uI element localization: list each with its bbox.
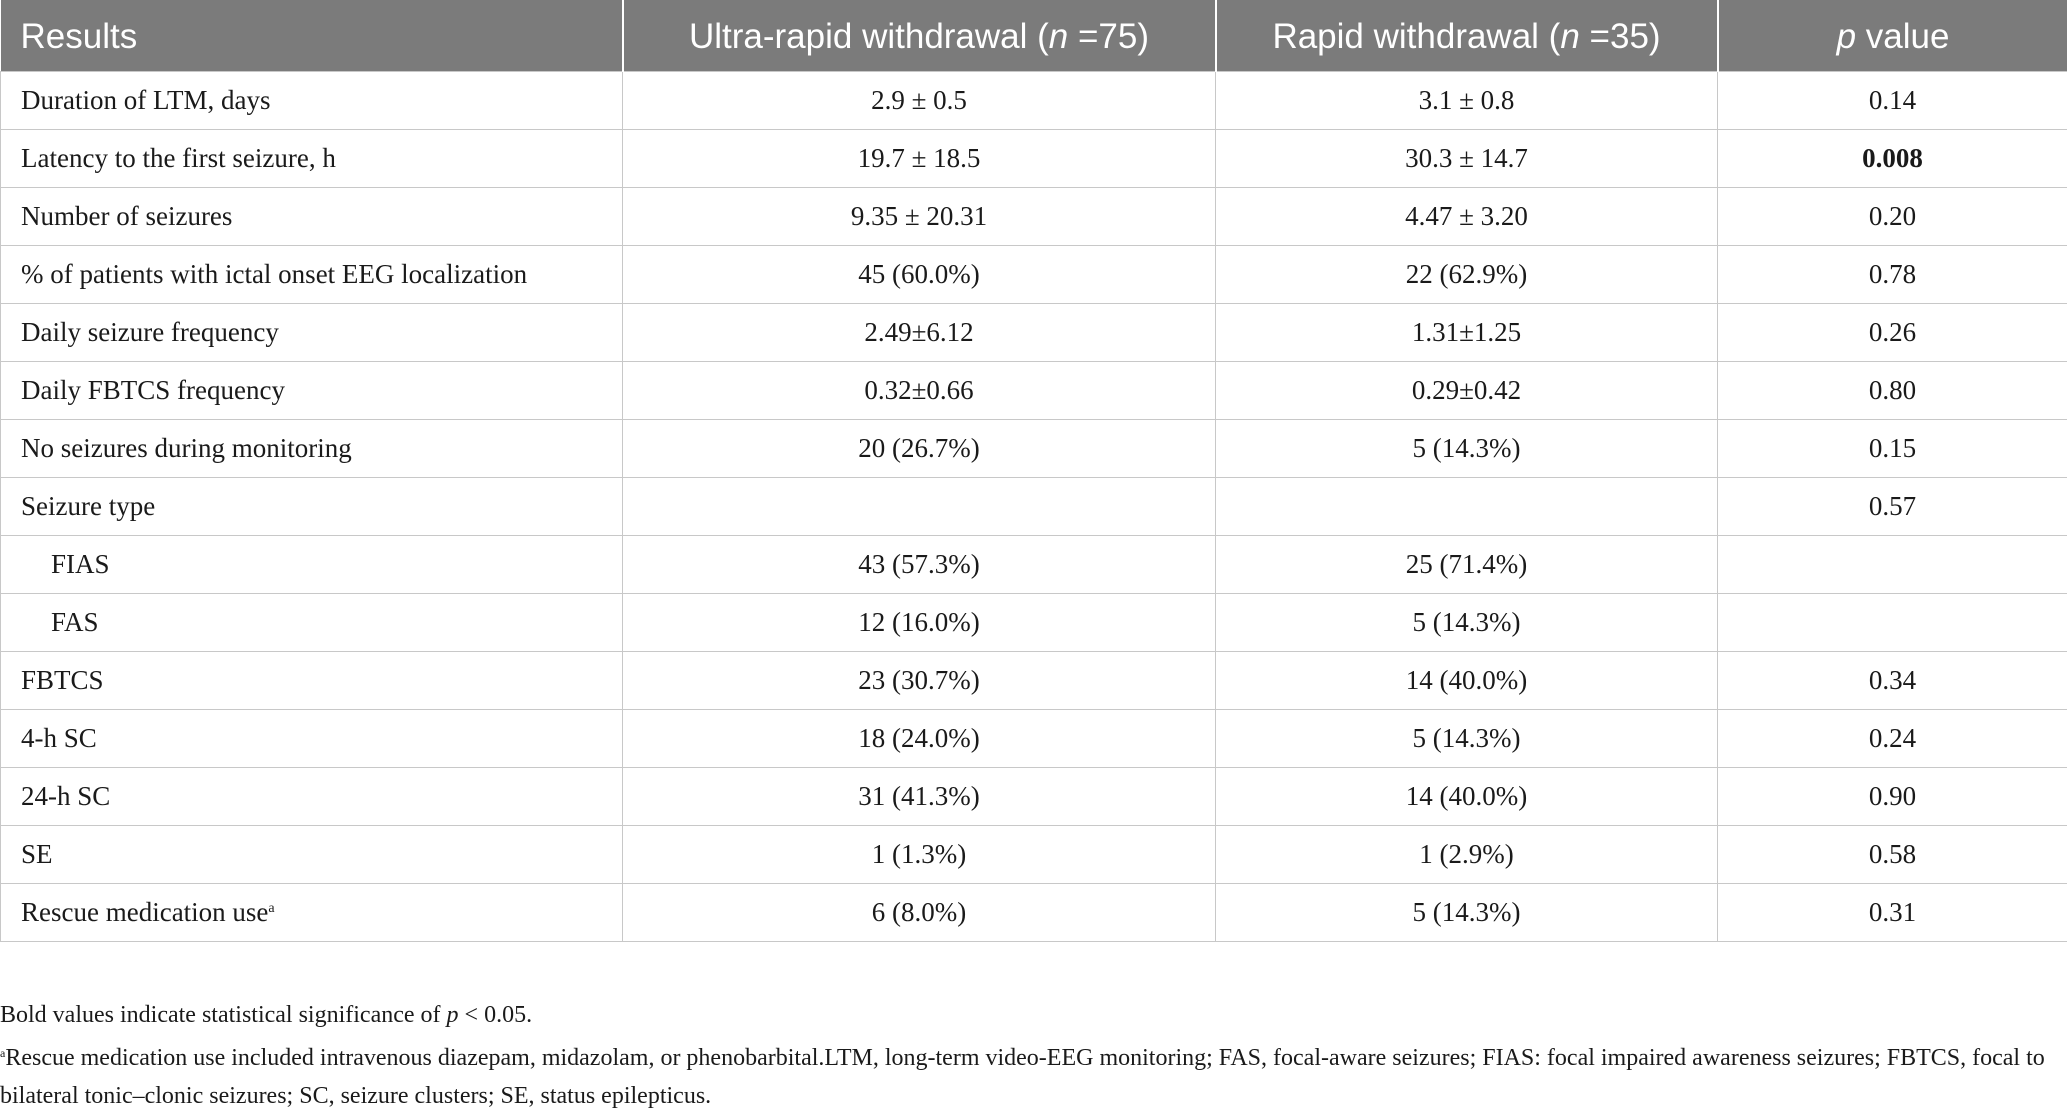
row-label-sub: FIAS [0,535,623,594]
table-header: Results Ultra-rapid withdrawal (n =75) R… [0,0,2067,72]
ultra-rapid-value: 23 (30.7%) [622,651,1216,710]
p-value: 0.80 [1717,361,2067,420]
table-row: Duration of LTM, days 2.9 ± 0.5 3.1 ± 0.… [0,71,2067,130]
p-value: 0.20 [1717,187,2067,246]
table-row: SE 1 (1.3%) 1 (2.9%) 0.58 [0,825,2067,884]
row-label: Seizure type [0,477,623,536]
table-row: Rescue medication usea 6 (8.0%) 5 (14.3%… [0,883,2067,942]
row-label: Latency to the first seizure, h [0,129,623,188]
table-row: FIAS 43 (57.3%) 25 (71.4%) [0,535,2067,594]
results-table-container: Results Ultra-rapid withdrawal (n =75) R… [0,0,2067,942]
header-ultra-rapid: Ultra-rapid withdrawal (n =75) [622,0,1217,72]
row-label: 4-h SC [0,709,623,768]
table-body: Duration of LTM, days 2.9 ± 0.5 3.1 ± 0.… [0,71,2067,942]
rapid-value: 14 (40.0%) [1215,767,1718,826]
rapid-value [1215,477,1718,536]
ultra-rapid-value: 2.49±6.12 [622,303,1216,362]
ultra-rapid-value [622,477,1216,536]
rapid-value: 5 (14.3%) [1215,593,1718,652]
rapid-value: 5 (14.3%) [1215,883,1718,942]
rapid-value: 1.31±1.25 [1215,303,1718,362]
ultra-rapid-value: 20 (26.7%) [622,419,1216,478]
footnote-marker: a [268,901,275,916]
row-label: Daily FBTCS frequency [0,361,623,420]
table-row: Latency to the first seizure, h 19.7 ± 1… [0,129,2067,188]
p-value: 0.90 [1717,767,2067,826]
table-row: FAS 12 (16.0%) 5 (14.3%) [0,593,2067,652]
p-value: 0.31 [1717,883,2067,942]
table-footnotes: Bold values indicate statistical signifi… [0,996,2067,1115]
table-row: Number of seizures 9.35 ± 20.31 4.47 ± 3… [0,187,2067,246]
row-label: SE [0,825,623,884]
footnote-marker: a [0,1046,6,1060]
header-results: Results [0,0,624,72]
row-label-sub: FAS [0,593,623,652]
row-label: Daily seizure frequency [0,303,623,362]
p-value: 0.24 [1717,709,2067,768]
table-row: % of patients with ictal onset EEG local… [0,245,2067,304]
table-row: Daily seizure frequency 2.49±6.12 1.31±1… [0,303,2067,362]
ultra-rapid-value: 0.32±0.66 [622,361,1216,420]
p-value-significant: 0.008 [1717,129,2067,188]
ultra-rapid-value: 9.35 ± 20.31 [622,187,1216,246]
p-value [1717,535,2067,594]
ultra-rapid-value: 45 (60.0%) [622,245,1216,304]
ultra-rapid-value: 2.9 ± 0.5 [622,71,1216,130]
row-label: Duration of LTM, days [0,71,623,130]
p-value: 0.58 [1717,825,2067,884]
row-label: Number of seizures [0,187,623,246]
row-label: FBTCS [0,651,623,710]
ultra-rapid-value: 43 (57.3%) [622,535,1216,594]
rapid-value: 1 (2.9%) [1215,825,1718,884]
table-row: Daily FBTCS frequency 0.32±0.66 0.29±0.4… [0,361,2067,420]
ultra-rapid-value: 31 (41.3%) [622,767,1216,826]
row-label: 24-h SC [0,767,623,826]
rapid-value: 14 (40.0%) [1215,651,1718,710]
header-p-value: p value [1717,0,2067,72]
p-value: 0.15 [1717,419,2067,478]
table-row: 24-h SC 31 (41.3%) 14 (40.0%) 0.90 [0,767,2067,826]
ultra-rapid-value: 1 (1.3%) [622,825,1216,884]
table-row: No seizures during monitoring 20 (26.7%)… [0,419,2067,478]
rapid-value: 3.1 ± 0.8 [1215,71,1718,130]
p-value: 0.78 [1717,245,2067,304]
p-value [1717,593,2067,652]
row-label: % of patients with ictal onset EEG local… [0,245,623,304]
rapid-value: 5 (14.3%) [1215,419,1718,478]
ultra-rapid-value: 18 (24.0%) [622,709,1216,768]
row-label: Rescue medication usea [0,883,623,942]
rapid-value: 25 (71.4%) [1215,535,1718,594]
rapid-value: 4.47 ± 3.20 [1215,187,1718,246]
ultra-rapid-value: 6 (8.0%) [622,883,1216,942]
row-label-text: Rescue medication use [21,897,269,927]
row-label: No seizures during monitoring [0,419,623,478]
ultra-rapid-value: 19.7 ± 18.5 [622,129,1216,188]
table-row: FBTCS 23 (30.7%) 14 (40.0%) 0.34 [0,651,2067,710]
table-row: Seizure type 0.57 [0,477,2067,536]
rapid-value: 22 (62.9%) [1215,245,1718,304]
header-row: Results Ultra-rapid withdrawal (n =75) R… [0,0,2067,72]
footnote-bold: Bold values indicate statistical signifi… [0,1002,533,1028]
p-value: 0.34 [1717,651,2067,710]
p-value: 0.57 [1717,477,2067,536]
footnote-rescue: aRescue medication use included intraven… [0,1045,2045,1109]
table-row: 4-h SC 18 (24.0%) 5 (14.3%) 0.24 [0,709,2067,768]
rapid-value: 0.29±0.42 [1215,361,1718,420]
results-table: Results Ultra-rapid withdrawal (n =75) R… [0,0,2067,942]
rapid-value: 30.3 ± 14.7 [1215,129,1718,188]
header-rapid: Rapid withdrawal (n =35) [1215,0,1719,72]
p-value: 0.14 [1717,71,2067,130]
rapid-value: 5 (14.3%) [1215,709,1718,768]
ultra-rapid-value: 12 (16.0%) [622,593,1216,652]
p-value: 0.26 [1717,303,2067,362]
